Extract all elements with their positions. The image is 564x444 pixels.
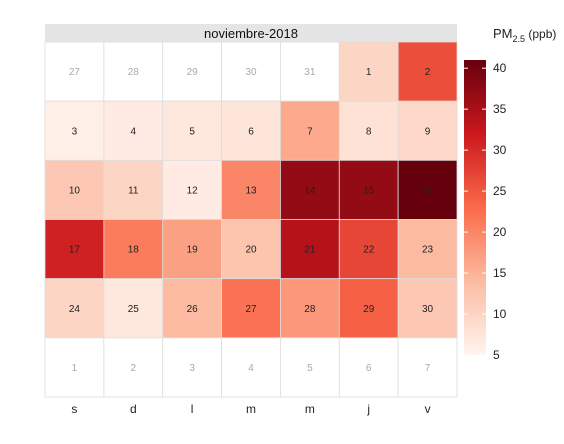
calendar-cell (280, 278, 340, 339)
calendar-cell (103, 337, 164, 398)
day-number: 10 (69, 185, 81, 196)
day-number: 27 (245, 304, 257, 315)
calendar-cell (338, 100, 399, 161)
color-legend: PM2.5 (ppb) 40 35 30 25 20 15 10 5 (464, 26, 556, 362)
day-number: 3 (72, 126, 78, 137)
day-number: 1 (72, 363, 78, 374)
weekday-label: s (71, 402, 77, 416)
legend-tick-label: 5 (493, 348, 500, 362)
calendar-cell (44, 278, 105, 339)
day-number: 30 (422, 304, 434, 315)
calendar-cell (162, 278, 222, 339)
weekday-label: j (366, 402, 370, 416)
calendar-cell (338, 219, 399, 280)
day-number: 23 (422, 245, 434, 256)
day-number: 28 (304, 304, 316, 315)
day-number: 29 (363, 304, 375, 315)
day-number: 3 (189, 363, 195, 374)
calendar-cell (44, 219, 105, 280)
day-number: 15 (363, 185, 375, 196)
day-number: 7 (307, 126, 313, 137)
day-number: 29 (187, 67, 199, 78)
chart-title: noviembre-2018 (204, 26, 298, 41)
calendar-cell (280, 100, 340, 161)
calendar-cell (44, 159, 105, 220)
legend-tick-label: 30 (493, 143, 507, 157)
legend-tick-label: 40 (493, 61, 507, 75)
day-number: 7 (425, 363, 431, 374)
day-number: 31 (304, 67, 316, 78)
calendar-cell (221, 337, 281, 398)
weekday-label: d (130, 402, 137, 416)
legend-title-main: PM (493, 26, 513, 41)
legend-title: PM2.5 (ppb) (493, 26, 556, 44)
legend-tick-label: 20 (493, 225, 507, 239)
calendar-cell (103, 100, 164, 161)
day-number: 21 (304, 245, 316, 256)
weekday-label: m (246, 402, 256, 416)
day-number: 26 (187, 304, 199, 315)
day-number: 20 (245, 245, 257, 256)
title-strip (45, 24, 457, 42)
calendar-cell (221, 278, 281, 339)
weekday-label: m (305, 402, 315, 416)
day-number: 2 (425, 67, 431, 78)
calendar-cell (397, 100, 458, 161)
day-number: 8 (366, 126, 372, 137)
day-number: 6 (248, 126, 254, 137)
legend-tick-label: 35 (493, 102, 507, 116)
calendar-cell (397, 41, 458, 102)
calendar-cell (44, 337, 105, 398)
weekday-label: v (425, 402, 431, 416)
day-number: 11 (128, 185, 139, 196)
calendar-cell (338, 278, 399, 339)
day-number: 4 (248, 363, 254, 374)
day-number: 12 (187, 185, 199, 196)
calendar-cell (397, 278, 458, 339)
weekday-label: l (191, 402, 194, 416)
calendar-cell (338, 41, 399, 102)
calendar-cell (221, 100, 281, 161)
day-number: 28 (128, 67, 140, 78)
calendar-cell (162, 337, 222, 398)
day-number: 6 (366, 363, 372, 374)
day-number: 5 (307, 363, 313, 374)
calendar-cell (44, 100, 105, 161)
legend-tick-label: 25 (493, 184, 507, 198)
calendar-cell (338, 337, 399, 398)
calendar-cell (397, 159, 458, 220)
legend-tick-label: 15 (493, 266, 507, 280)
calendar-cell (221, 219, 281, 280)
calendar-cell (397, 337, 458, 398)
day-number: 14 (304, 185, 316, 196)
day-number: 18 (128, 245, 140, 256)
day-number: 27 (69, 67, 81, 78)
legend-tick-label: 10 (493, 307, 507, 321)
day-number: 2 (131, 363, 137, 374)
day-number: 17 (69, 245, 81, 256)
legend-title-subscript: 2.5 (513, 34, 526, 44)
calendar-cell (397, 219, 458, 280)
day-number: 13 (245, 185, 257, 196)
day-number: 1 (366, 67, 372, 78)
day-number: 19 (187, 245, 199, 256)
day-number: 9 (425, 126, 431, 137)
day-number: 24 (69, 304, 81, 315)
day-number: 30 (245, 67, 257, 78)
calendar-cell (162, 219, 222, 280)
legend-colorbar (464, 60, 486, 355)
day-number: 5 (189, 126, 195, 137)
calendar-cell (280, 41, 340, 102)
day-number: 4 (131, 126, 137, 137)
calendar-cell (280, 159, 340, 220)
calendar-cell (221, 159, 281, 220)
day-number: 22 (363, 245, 375, 256)
day-number: 25 (128, 304, 140, 315)
day-number: 16 (422, 185, 434, 196)
legend-title-unit: (ppb) (525, 27, 556, 41)
